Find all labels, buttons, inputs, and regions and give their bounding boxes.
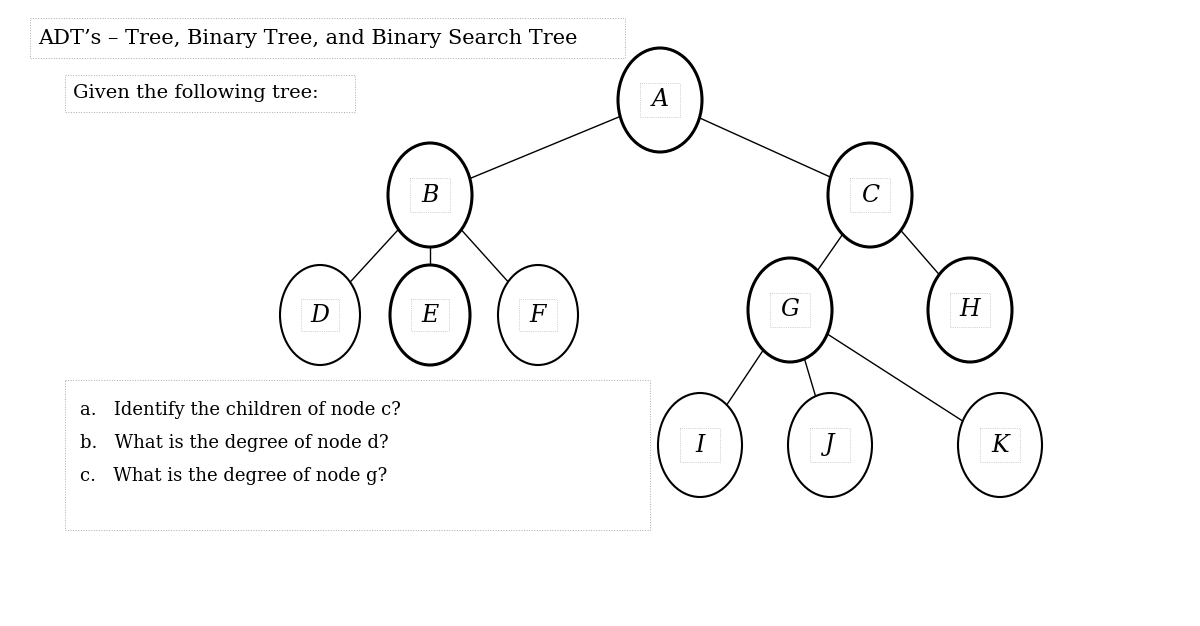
Text: A: A	[652, 88, 668, 111]
Ellipse shape	[618, 48, 702, 152]
Text: K: K	[991, 433, 1009, 456]
Text: H: H	[960, 299, 980, 322]
Text: E: E	[421, 304, 439, 327]
Text: b.   What is the degree of node d?: b. What is the degree of node d?	[80, 434, 389, 452]
Ellipse shape	[788, 393, 872, 497]
Text: C: C	[860, 183, 880, 207]
Ellipse shape	[928, 258, 1012, 362]
Text: J: J	[826, 433, 835, 456]
Ellipse shape	[748, 258, 832, 362]
Text: I: I	[695, 433, 704, 456]
Ellipse shape	[658, 393, 742, 497]
Text: c.   What is the degree of node g?: c. What is the degree of node g?	[80, 467, 388, 485]
Text: G: G	[780, 299, 799, 322]
Text: F: F	[530, 304, 546, 327]
Ellipse shape	[388, 143, 472, 247]
Ellipse shape	[498, 265, 578, 365]
Ellipse shape	[958, 393, 1042, 497]
Ellipse shape	[828, 143, 912, 247]
Text: D: D	[311, 304, 330, 327]
Text: a.   Identify the children of node c?: a. Identify the children of node c?	[80, 401, 401, 419]
Text: ADT’s – Tree, Binary Tree, and Binary Search Tree: ADT’s – Tree, Binary Tree, and Binary Se…	[38, 29, 577, 48]
Text: Given the following tree:: Given the following tree:	[73, 85, 319, 103]
Text: B: B	[421, 183, 439, 207]
Ellipse shape	[390, 265, 470, 365]
Ellipse shape	[280, 265, 360, 365]
